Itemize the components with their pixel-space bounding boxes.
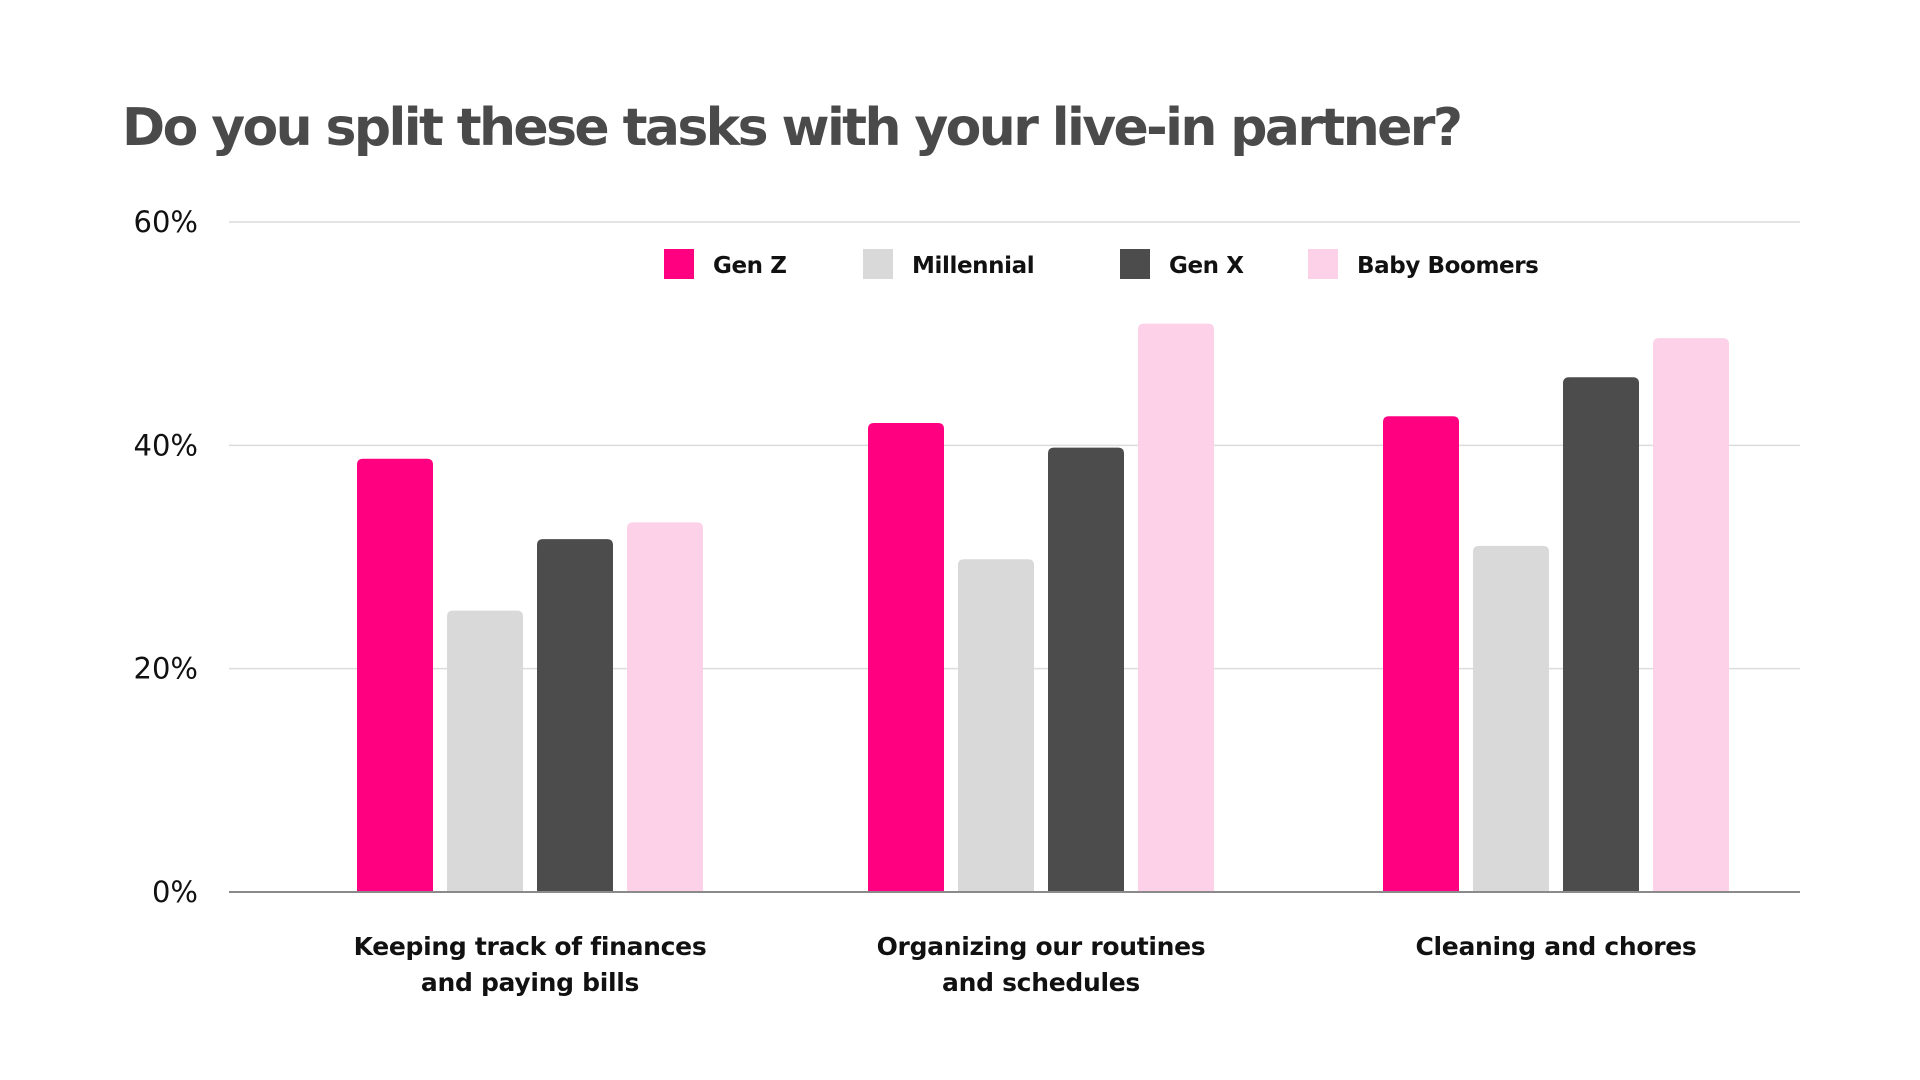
legend-swatch — [664, 249, 694, 279]
bar-baby-boomers-2 — [1138, 323, 1214, 892]
bars — [357, 323, 1729, 893]
legend-label: Gen X — [1169, 253, 1244, 279]
legend-label: Baby Boomers — [1357, 253, 1538, 279]
bar-gen-z-3 — [1383, 416, 1459, 892]
legend-swatch — [863, 249, 893, 279]
legend-label: Gen Z — [713, 253, 787, 279]
bar-gen-z-1 — [357, 458, 433, 892]
bar-millennial-2 — [958, 559, 1034, 892]
legend-item: Gen X — [1120, 249, 1245, 279]
y-tick-label: 0% — [152, 875, 198, 909]
bar-gen-x-1 — [537, 539, 613, 892]
legend-swatch — [1120, 249, 1150, 279]
x-category-label: Keeping track of finances and paying bill… — [354, 932, 707, 997]
x-category-label-line: Cleaning and chores — [1415, 932, 1696, 961]
bar-gen-x-2 — [1048, 447, 1124, 892]
legend-label: Millennial — [912, 253, 1034, 279]
bar-gen-z-2 — [868, 423, 944, 892]
bar-baby-boomers-3 — [1653, 338, 1729, 893]
legend-item: Baby Boomers — [1308, 249, 1539, 279]
x-category-label-line: and schedules — [942, 968, 1140, 997]
x-category-label-line: and paying bills — [421, 968, 639, 997]
bar-millennial-3 — [1473, 545, 1549, 892]
legend-item: Gen Z — [664, 249, 787, 279]
x-category-label: Organizing our routines and schedules — [877, 932, 1206, 997]
y-axis-ticks: 0% 20% 40% 60% — [134, 205, 198, 909]
y-tick-label: 40% — [134, 428, 198, 462]
legend-swatch — [1308, 249, 1338, 279]
x-category-label-line: Keeping track of finances — [354, 932, 707, 961]
legend-item: Millennial — [863, 249, 1035, 279]
y-tick-label: 20% — [134, 652, 198, 686]
bar-gen-x-3 — [1563, 377, 1639, 892]
x-category-label: Cleaning and chores — [1415, 932, 1696, 961]
bar-baby-boomers-1 — [627, 522, 703, 892]
chart-title: Do you split these tasks with your live-… — [122, 98, 1463, 158]
bar-millennial-1 — [447, 610, 523, 892]
y-tick-label: 60% — [134, 205, 198, 239]
legend: Gen Z Millennial Gen X Baby Boomers — [664, 249, 1539, 279]
x-axis-categories: Keeping track of finances and paying bill… — [354, 932, 1697, 997]
x-category-label-line: Organizing our routines — [877, 932, 1206, 961]
